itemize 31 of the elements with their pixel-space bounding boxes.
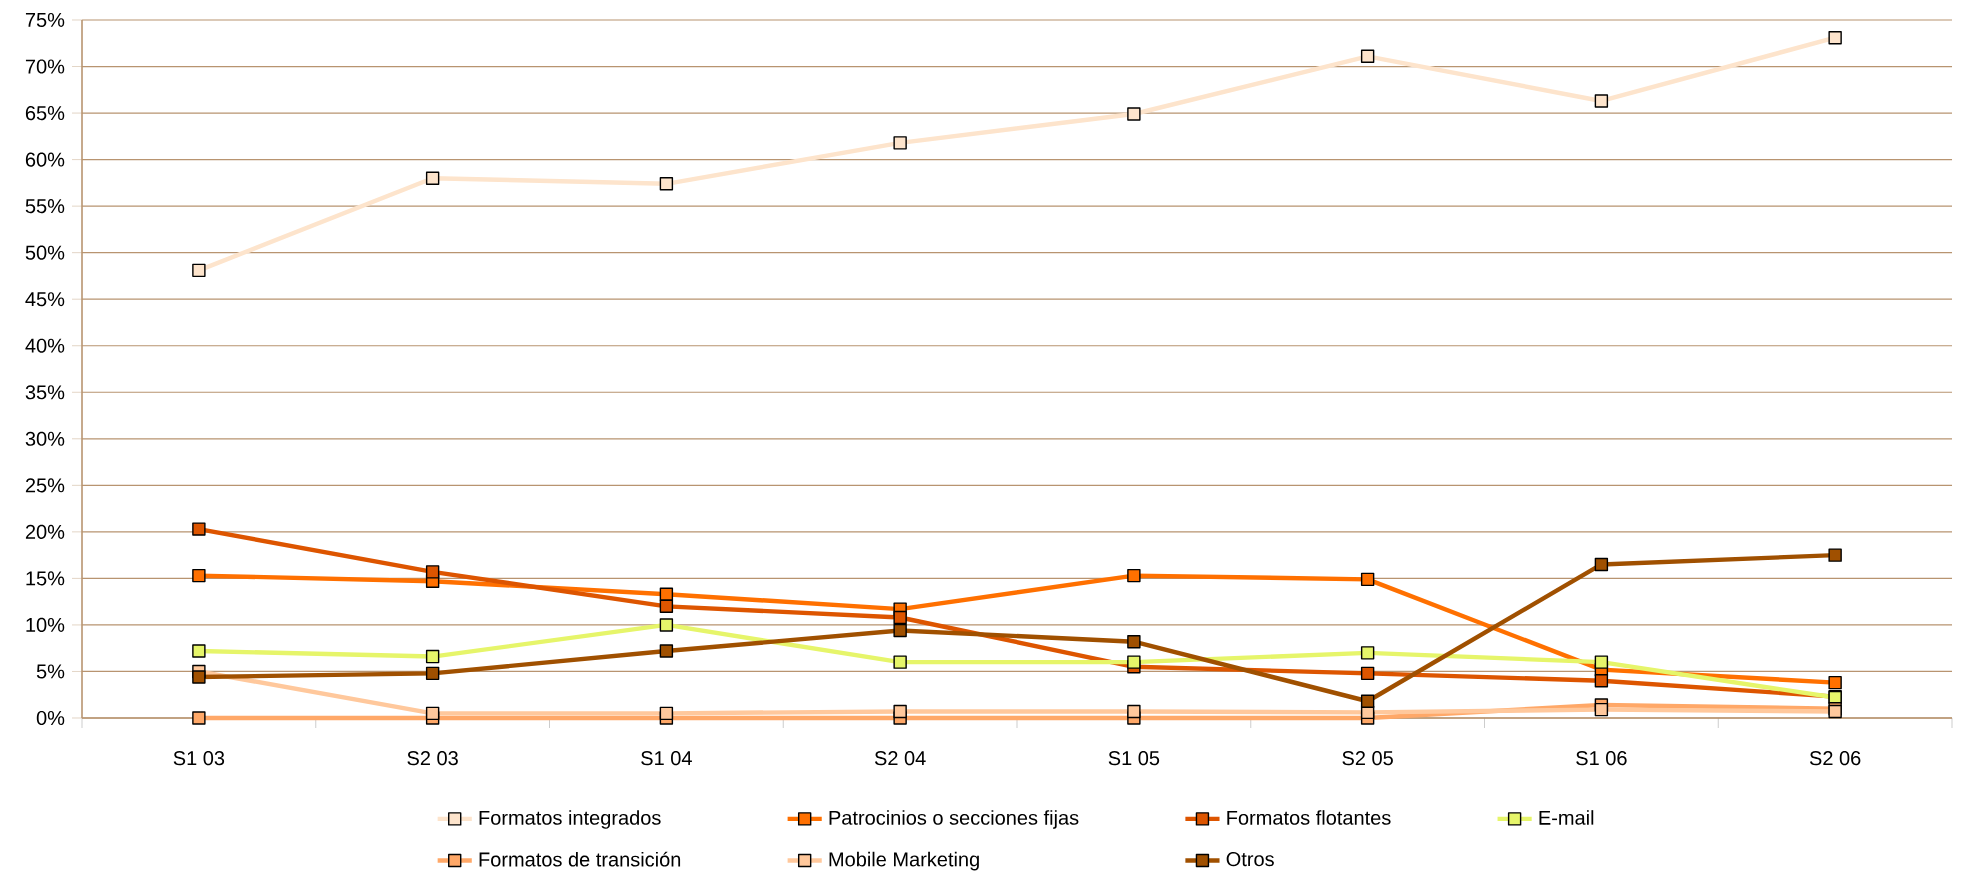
legend-label: Mobile Marketing: [829, 851, 979, 871]
legend-label: Formatos flotantes: [1227, 810, 1391, 825]
legend-label: E-mail: [1539, 810, 1594, 825]
y-tick-label: 35%: [25, 385, 65, 400]
legend-label: Formatos integrados: [479, 810, 661, 829]
x-tick-label: S1 04: [641, 751, 692, 766]
y-tick-label: 50%: [25, 245, 65, 260]
y-tick-label: 40%: [25, 338, 65, 353]
x-tick-label: S2 06: [1809, 751, 1861, 766]
y-tick-label: 20%: [25, 524, 65, 539]
x-tick-label: S1 06: [1576, 751, 1627, 766]
y-tick-label: 65%: [25, 105, 65, 121]
y-tick-label: 0%: [36, 710, 65, 726]
y-tick-label: 70%: [25, 59, 65, 74]
legend-label: Otros: [1226, 852, 1274, 867]
y-tick-label: 55%: [25, 199, 65, 214]
y-tick-label: 60%: [25, 152, 65, 167]
x-tick-label: S2 04: [874, 751, 926, 766]
x-tick-label: S2 05: [1342, 751, 1393, 766]
y-tick-label: 10%: [26, 617, 65, 633]
y-tick-label: 30%: [25, 431, 65, 446]
x-tick-label: S2 03: [407, 751, 458, 766]
y-tick-label: 5%: [36, 664, 65, 679]
y-tick-label: 45%: [25, 292, 65, 307]
legend-label: Patrocinios o secciones fijas: [829, 810, 1079, 829]
x-tick-label: S1 05: [1108, 751, 1160, 766]
y-tick-label: 15%: [26, 571, 65, 586]
x-tick-label: S1 03: [173, 751, 225, 766]
y-tick-label: 25%: [25, 478, 65, 493]
y-tick-label: 75%: [25, 12, 65, 28]
legend-label: Formatos de transición: [479, 851, 681, 867]
